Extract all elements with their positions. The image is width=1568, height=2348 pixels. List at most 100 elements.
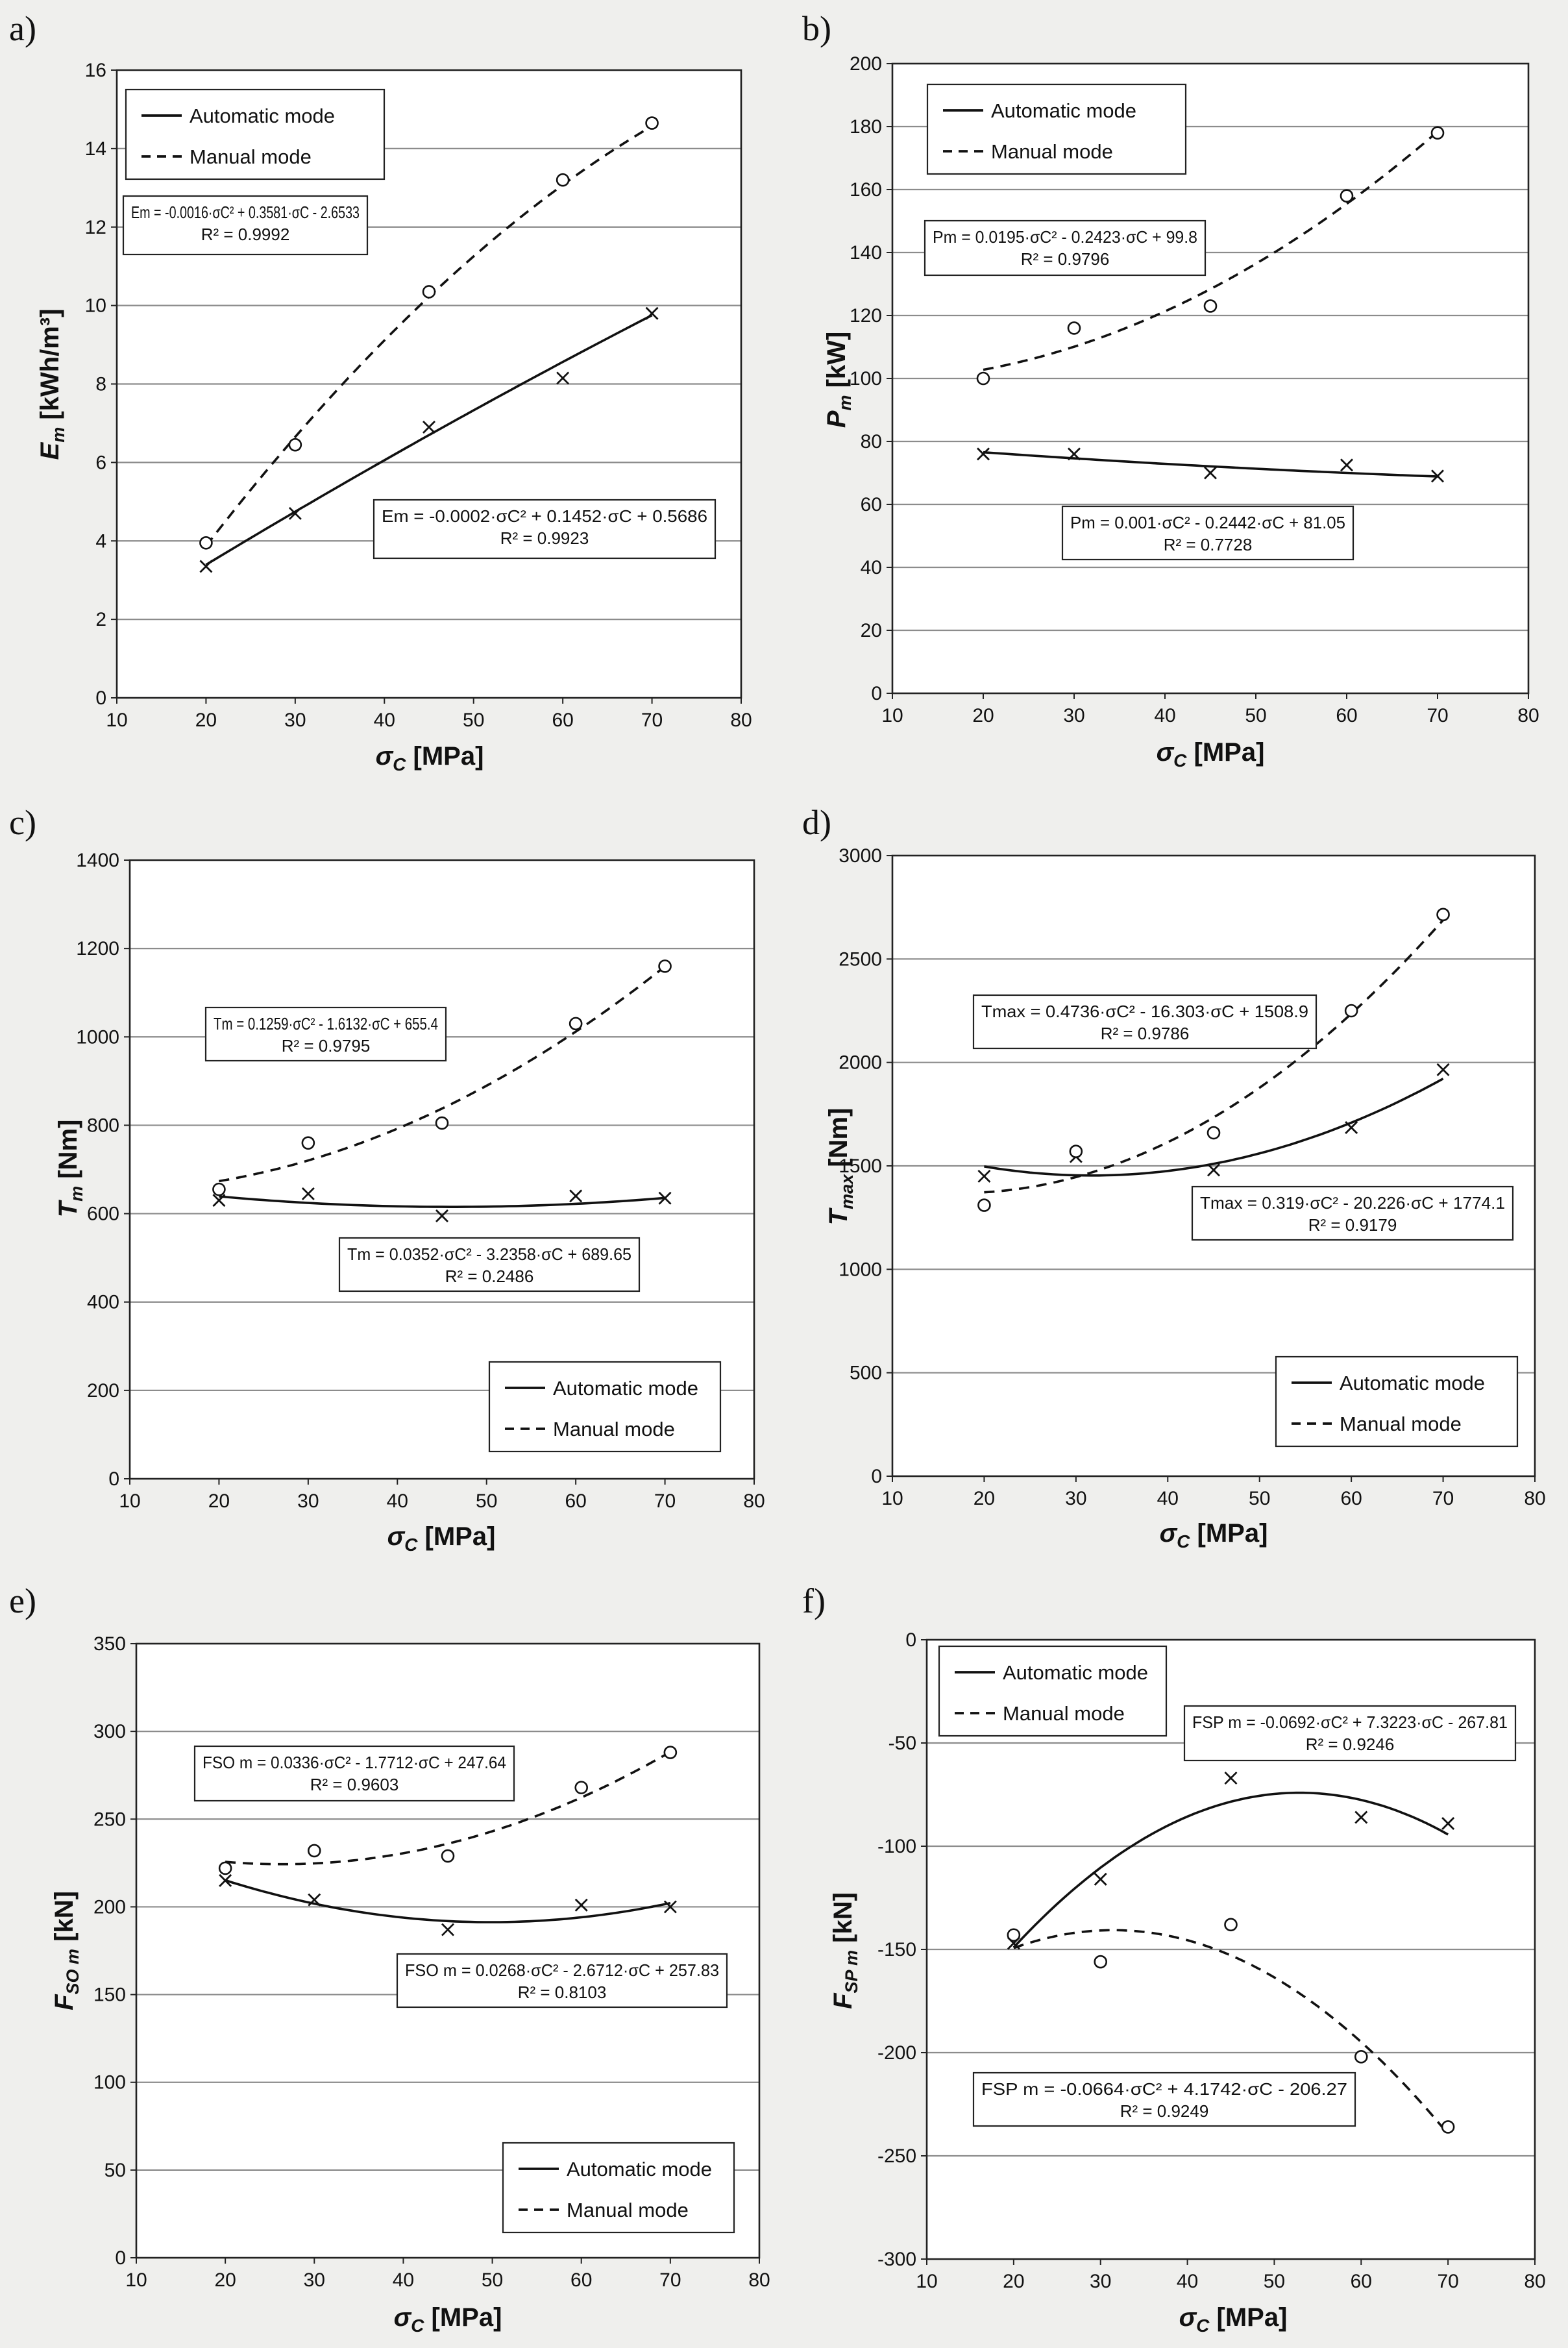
equation-formula: FSP m = -0.0692·σC² + 7.3223·σC - 267.81 — [1192, 1712, 1508, 1732]
manual-data-point — [1067, 321, 1081, 335]
x-tick-label: 80 — [1524, 2271, 1545, 2292]
x-tick-label: 60 — [1351, 2271, 1372, 2292]
y-tick-label: 1000 — [76, 1026, 119, 1048]
automatic-trend-line — [219, 1195, 665, 1208]
y-tick-label: 200 — [93, 1896, 126, 1918]
x-tick-label: 40 — [374, 710, 395, 731]
equation-r-squared: R² = 0.9249 — [1120, 2101, 1209, 2121]
chart-panel-d: d) 0 500 1000 1500 2000 2500 3000 10 20 30 40 50 60 70… — [802, 803, 1546, 1551]
y-tick-label: 1200 — [76, 938, 119, 959]
y-tick-label: 0 — [905, 1629, 916, 1651]
automatic-data-point — [212, 1194, 226, 1207]
plot-frame — [891, 854, 1536, 1477]
automatic-data-point — [288, 506, 302, 520]
y-tick-label: 800 — [87, 1115, 119, 1136]
y-tick-label: 400 — [87, 1292, 119, 1313]
equation-formula: Em = -0.0016·σC² + 0.3581·σC - 2.6533 — [131, 203, 360, 222]
panel-label: a) — [9, 9, 36, 48]
equation-r-squared: R² = 0.9795 — [282, 1036, 371, 1056]
automatic-data-point — [1207, 1163, 1220, 1177]
equation-r-squared: R² = 0.9786 — [1101, 1024, 1190, 1043]
x-axis-title: σC [MPa] — [387, 1522, 496, 1555]
y-tick-label: 250 — [93, 1809, 126, 1830]
automatic-trend-line — [205, 314, 653, 566]
manual-equation-box: FSO m = 0.0336·σC² - 1.7712·σC + 247.64 R… — [193, 1745, 515, 1802]
x-tick-label: 20 — [195, 710, 217, 731]
x-axis-title: σC [MPa] — [1160, 1519, 1268, 1551]
automatic-trend-line — [983, 451, 1438, 478]
legend-automatic-label: Automatic mode — [1003, 1661, 1148, 1684]
y-tick-label: 300 — [93, 1721, 126, 1742]
x-tick-label: 20 — [974, 1488, 995, 1509]
equation-frame — [204, 1006, 447, 1062]
x-tick-label: 30 — [297, 1490, 319, 1512]
manual-data-point — [441, 1849, 455, 1863]
equation-frame — [396, 1953, 728, 2008]
legend-automatic-label: Automatic mode — [553, 1377, 698, 1400]
legend-box — [125, 88, 386, 180]
legend-manual-label: Manual mode — [567, 2199, 689, 2221]
automatic-data-point — [1204, 466, 1217, 480]
y-tick-label: 60 — [861, 494, 882, 515]
automatic-data-point — [301, 1187, 315, 1200]
automatic-data-point — [1354, 1810, 1368, 1824]
automatic-data-point — [1068, 447, 1081, 461]
legend-automatic-label: Automatic mode — [567, 2158, 712, 2181]
y-tick-label: 150 — [93, 1984, 126, 2006]
equation-formula: FSP m = -0.0664·σC² + 4.1742·σC - 206.27 — [981, 2079, 1347, 2099]
legend-automatic-label: Automatic mode — [991, 99, 1136, 122]
automatic-data-point — [569, 1189, 583, 1203]
y-tick-label: -50 — [888, 1733, 916, 1754]
x-tick-label: 80 — [1517, 705, 1539, 726]
automatic-data-point — [1436, 1063, 1450, 1076]
automatic-data-point — [1224, 1772, 1238, 1785]
y-tick-label: 180 — [850, 116, 882, 138]
y-tick-label: 100 — [850, 368, 882, 389]
manual-data-point — [1094, 1955, 1108, 1969]
y-tick-label: 0 — [871, 683, 882, 704]
legend-box — [1275, 1355, 1519, 1448]
legend: Automatic mode Manual mode — [488, 1361, 722, 1453]
plot-frame — [129, 859, 755, 1480]
manual-data-point — [1430, 126, 1445, 140]
equation-formula: Tm = 0.1259·σC² - 1.6132·σC + 655.4 — [214, 1014, 438, 1033]
x-tick-label: 10 — [916, 2271, 937, 2292]
y-tick-label: 2500 — [839, 948, 882, 970]
equation-formula: Tm = 0.0352·σC² - 3.2358·σC + 689.65 — [347, 1244, 631, 1264]
panel-label: b) — [802, 9, 831, 48]
x-tick-label: 30 — [1063, 705, 1084, 726]
x-tick-label: 30 — [1090, 2271, 1111, 2292]
manual-trend-line — [984, 919, 1444, 1194]
x-tick-label: 60 — [570, 2269, 592, 2291]
y-tick-label: 350 — [93, 1633, 126, 1655]
y-tick-label: 3000 — [839, 845, 882, 867]
x-axis-title: σC [MPa] — [1157, 738, 1265, 771]
manual-data-point — [422, 285, 436, 299]
y-tick-label: 0 — [95, 687, 106, 709]
chart-panel-a: a) 0 2 4 6 8 10 12 14 16 10 20 30 40 50 60 70 80 σC [MPa] E… — [9, 9, 752, 774]
y-axis-title: FSP m [kN] — [829, 1892, 861, 2009]
y-tick-label: 0 — [115, 2247, 126, 2269]
x-tick-label: 70 — [654, 1490, 676, 1512]
plot-frame — [925, 1638, 1536, 2260]
manual-trend-line — [219, 965, 666, 1183]
y-tick-label: 50 — [104, 2160, 126, 2181]
equation-r-squared: R² = 0.9246 — [1306, 1735, 1395, 1754]
manual-data-point — [1069, 1144, 1083, 1158]
x-tick-label: 30 — [304, 2269, 325, 2291]
manual-data-point — [1441, 2120, 1455, 2134]
y-tick-label: 40 — [861, 557, 882, 578]
equation-frame — [924, 219, 1207, 277]
automatic-data-point — [645, 306, 659, 320]
automatic-equation-box: Tm = 0.0352·σC² - 3.2358·σC + 689.65 R² =… — [338, 1237, 641, 1292]
legend-box — [938, 1645, 1168, 1737]
legend-manual-label: Manual mode — [190, 145, 312, 168]
x-tick-label: 60 — [1340, 1488, 1362, 1509]
x-tick-label: 50 — [463, 710, 484, 731]
equation-frame — [122, 195, 369, 256]
chart-panel-e: e) 0 50 100 150 200 250 300 350 10 20 30 40 50 60 70 80 σ… — [9, 1581, 770, 2336]
x-tick-label: 80 — [1524, 1488, 1545, 1509]
y-tick-label: 600 — [87, 1204, 119, 1225]
y-tick-label: -200 — [877, 2042, 916, 2064]
automatic-equation-box: Pm = 0.001·σC² - 0.2442·σC + 81.05 R² = 0… — [1061, 505, 1354, 561]
